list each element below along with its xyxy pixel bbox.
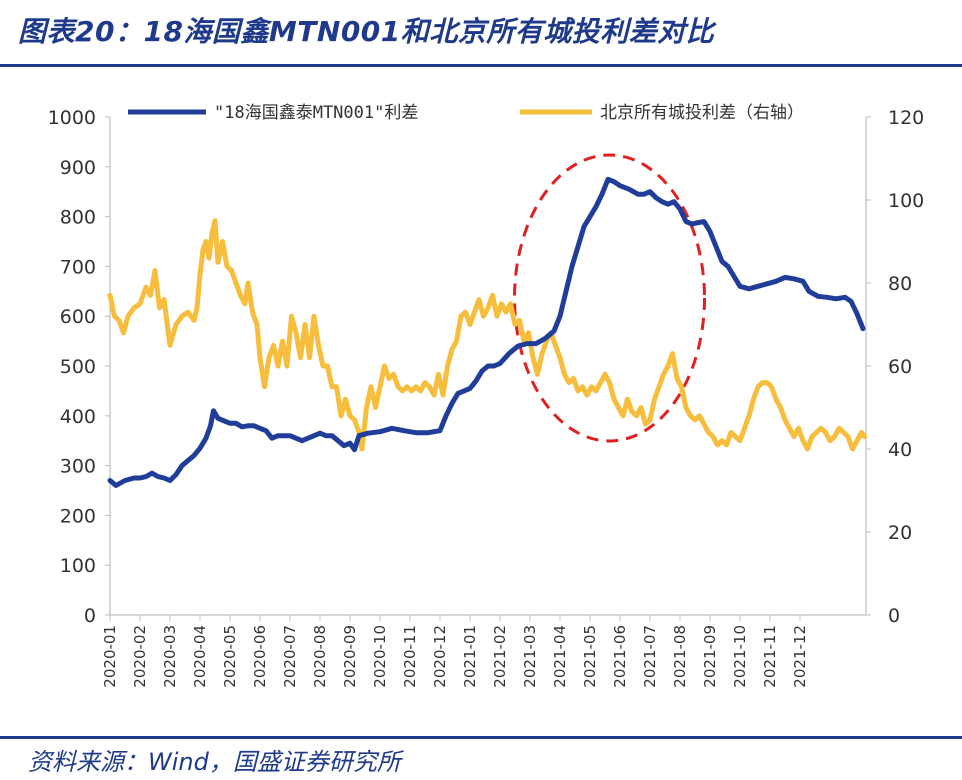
x-tick-label: 2020-03: [161, 625, 179, 688]
x-tick-label: 2020-08: [311, 625, 329, 688]
legend-label: "18海国鑫泰MTN001"利差: [214, 103, 418, 123]
y-left-tick-label: 900: [60, 157, 96, 179]
y-right-tick-label: 120: [888, 107, 924, 129]
x-tick-label: 2021-03: [521, 625, 539, 688]
source-note: 资料来源：Wind，国盛证券研究所: [28, 748, 401, 776]
x-tick-label: 2021-10: [731, 625, 749, 688]
y-left-tick-label: 800: [60, 207, 96, 229]
y-left-tick-label: 400: [60, 406, 96, 428]
x-tick-label: 2020-10: [371, 625, 389, 688]
y-right-tick-label: 0: [888, 605, 900, 627]
x-tick-label: 2020-05: [221, 625, 239, 688]
figure-title: 图表20：18海国鑫MTN001和北京所有城投利差对比: [18, 15, 715, 48]
highlight-ellipse: [513, 153, 706, 443]
x-tick-label: 2021-07: [641, 625, 659, 688]
series-line-mtn001: [107, 176, 866, 488]
y-left-tick-label: 100: [60, 555, 96, 577]
x-tick-label: 2021-06: [611, 625, 629, 688]
y-right-tick-label: 40: [888, 439, 912, 461]
y-left-tick-label: 500: [60, 356, 96, 378]
y-left-tick-label: 600: [60, 306, 96, 328]
x-tick-label: 2020-04: [191, 625, 209, 688]
legend-group: "18海国鑫泰MTN001"利差 北京所有城投利差（右轴）: [128, 103, 804, 123]
x-tick-label: 2020-12: [431, 625, 449, 688]
y-left-tick-label: 700: [60, 256, 96, 278]
source-rule: [0, 736, 962, 739]
annotation-group: [513, 153, 706, 443]
x-tick-label: 2021-11: [761, 625, 779, 688]
x-tick-label: 2020-07: [281, 625, 299, 688]
series-group: [107, 176, 867, 488]
x-tick-label: 2020-11: [401, 625, 419, 688]
x-tick-label: 2020-09: [341, 625, 359, 688]
x-tick-label: 2020-02: [131, 625, 149, 688]
x-tick-label: 2021-12: [791, 625, 809, 688]
y-left-tick-label: 200: [60, 505, 96, 527]
y-right-tick-label: 100: [888, 190, 924, 212]
y-right-tick-label: 60: [888, 356, 912, 378]
y-right-tick-label: 20: [888, 522, 912, 544]
x-tick-label: 2021-01: [461, 625, 479, 688]
x-tick-label: 2021-08: [671, 625, 689, 688]
y-left-tick-label: 0: [84, 605, 96, 627]
axes-group: 0 100 200 300 400 500 600 700 800 900 1000 0 20 40 60 8…: [48, 107, 925, 688]
x-tick-label: 2021-04: [551, 625, 569, 688]
x-tick-label: 2021-09: [701, 625, 719, 688]
title-rule: [0, 64, 962, 67]
x-tick-label: 2021-05: [581, 625, 599, 688]
x-tick-label: 2020-06: [251, 625, 269, 688]
y-right-tick-label: 80: [888, 273, 912, 295]
series-line-beijing: [107, 218, 867, 452]
x-tick-label: 2020-01: [101, 625, 119, 688]
legend-label: 北京所有城投利差（右轴）: [600, 103, 804, 123]
y-left-tick-label: 1000: [48, 107, 96, 129]
x-tick-label: 2021-02: [491, 625, 509, 688]
y-left-tick-label: 300: [60, 456, 96, 478]
